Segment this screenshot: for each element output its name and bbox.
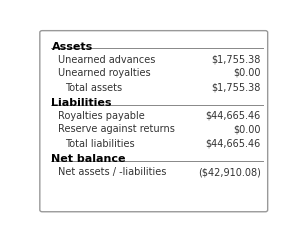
Text: Unearned royalties: Unearned royalties (58, 68, 151, 78)
Text: $1,755.38: $1,755.38 (211, 55, 261, 65)
Text: Net assets / -liabilities: Net assets / -liabilities (58, 167, 167, 177)
Text: $44,665.46: $44,665.46 (206, 111, 261, 121)
FancyBboxPatch shape (40, 31, 268, 212)
Text: $1,755.38: $1,755.38 (211, 83, 261, 93)
Text: Reserve against returns: Reserve against returns (58, 124, 175, 134)
Text: Total assets: Total assets (65, 83, 122, 93)
Text: Liabilities: Liabilities (52, 98, 112, 108)
Text: ($42,910.08): ($42,910.08) (198, 167, 261, 177)
Text: $0.00: $0.00 (233, 124, 261, 134)
Text: Unearned advances: Unearned advances (58, 55, 156, 65)
Text: Assets: Assets (52, 42, 93, 52)
Text: $44,665.46: $44,665.46 (206, 139, 261, 149)
Text: Total liabilities: Total liabilities (65, 139, 135, 149)
Text: Net balance: Net balance (52, 154, 126, 164)
Text: Royalties payable: Royalties payable (58, 111, 145, 121)
Text: $0.00: $0.00 (233, 68, 261, 78)
